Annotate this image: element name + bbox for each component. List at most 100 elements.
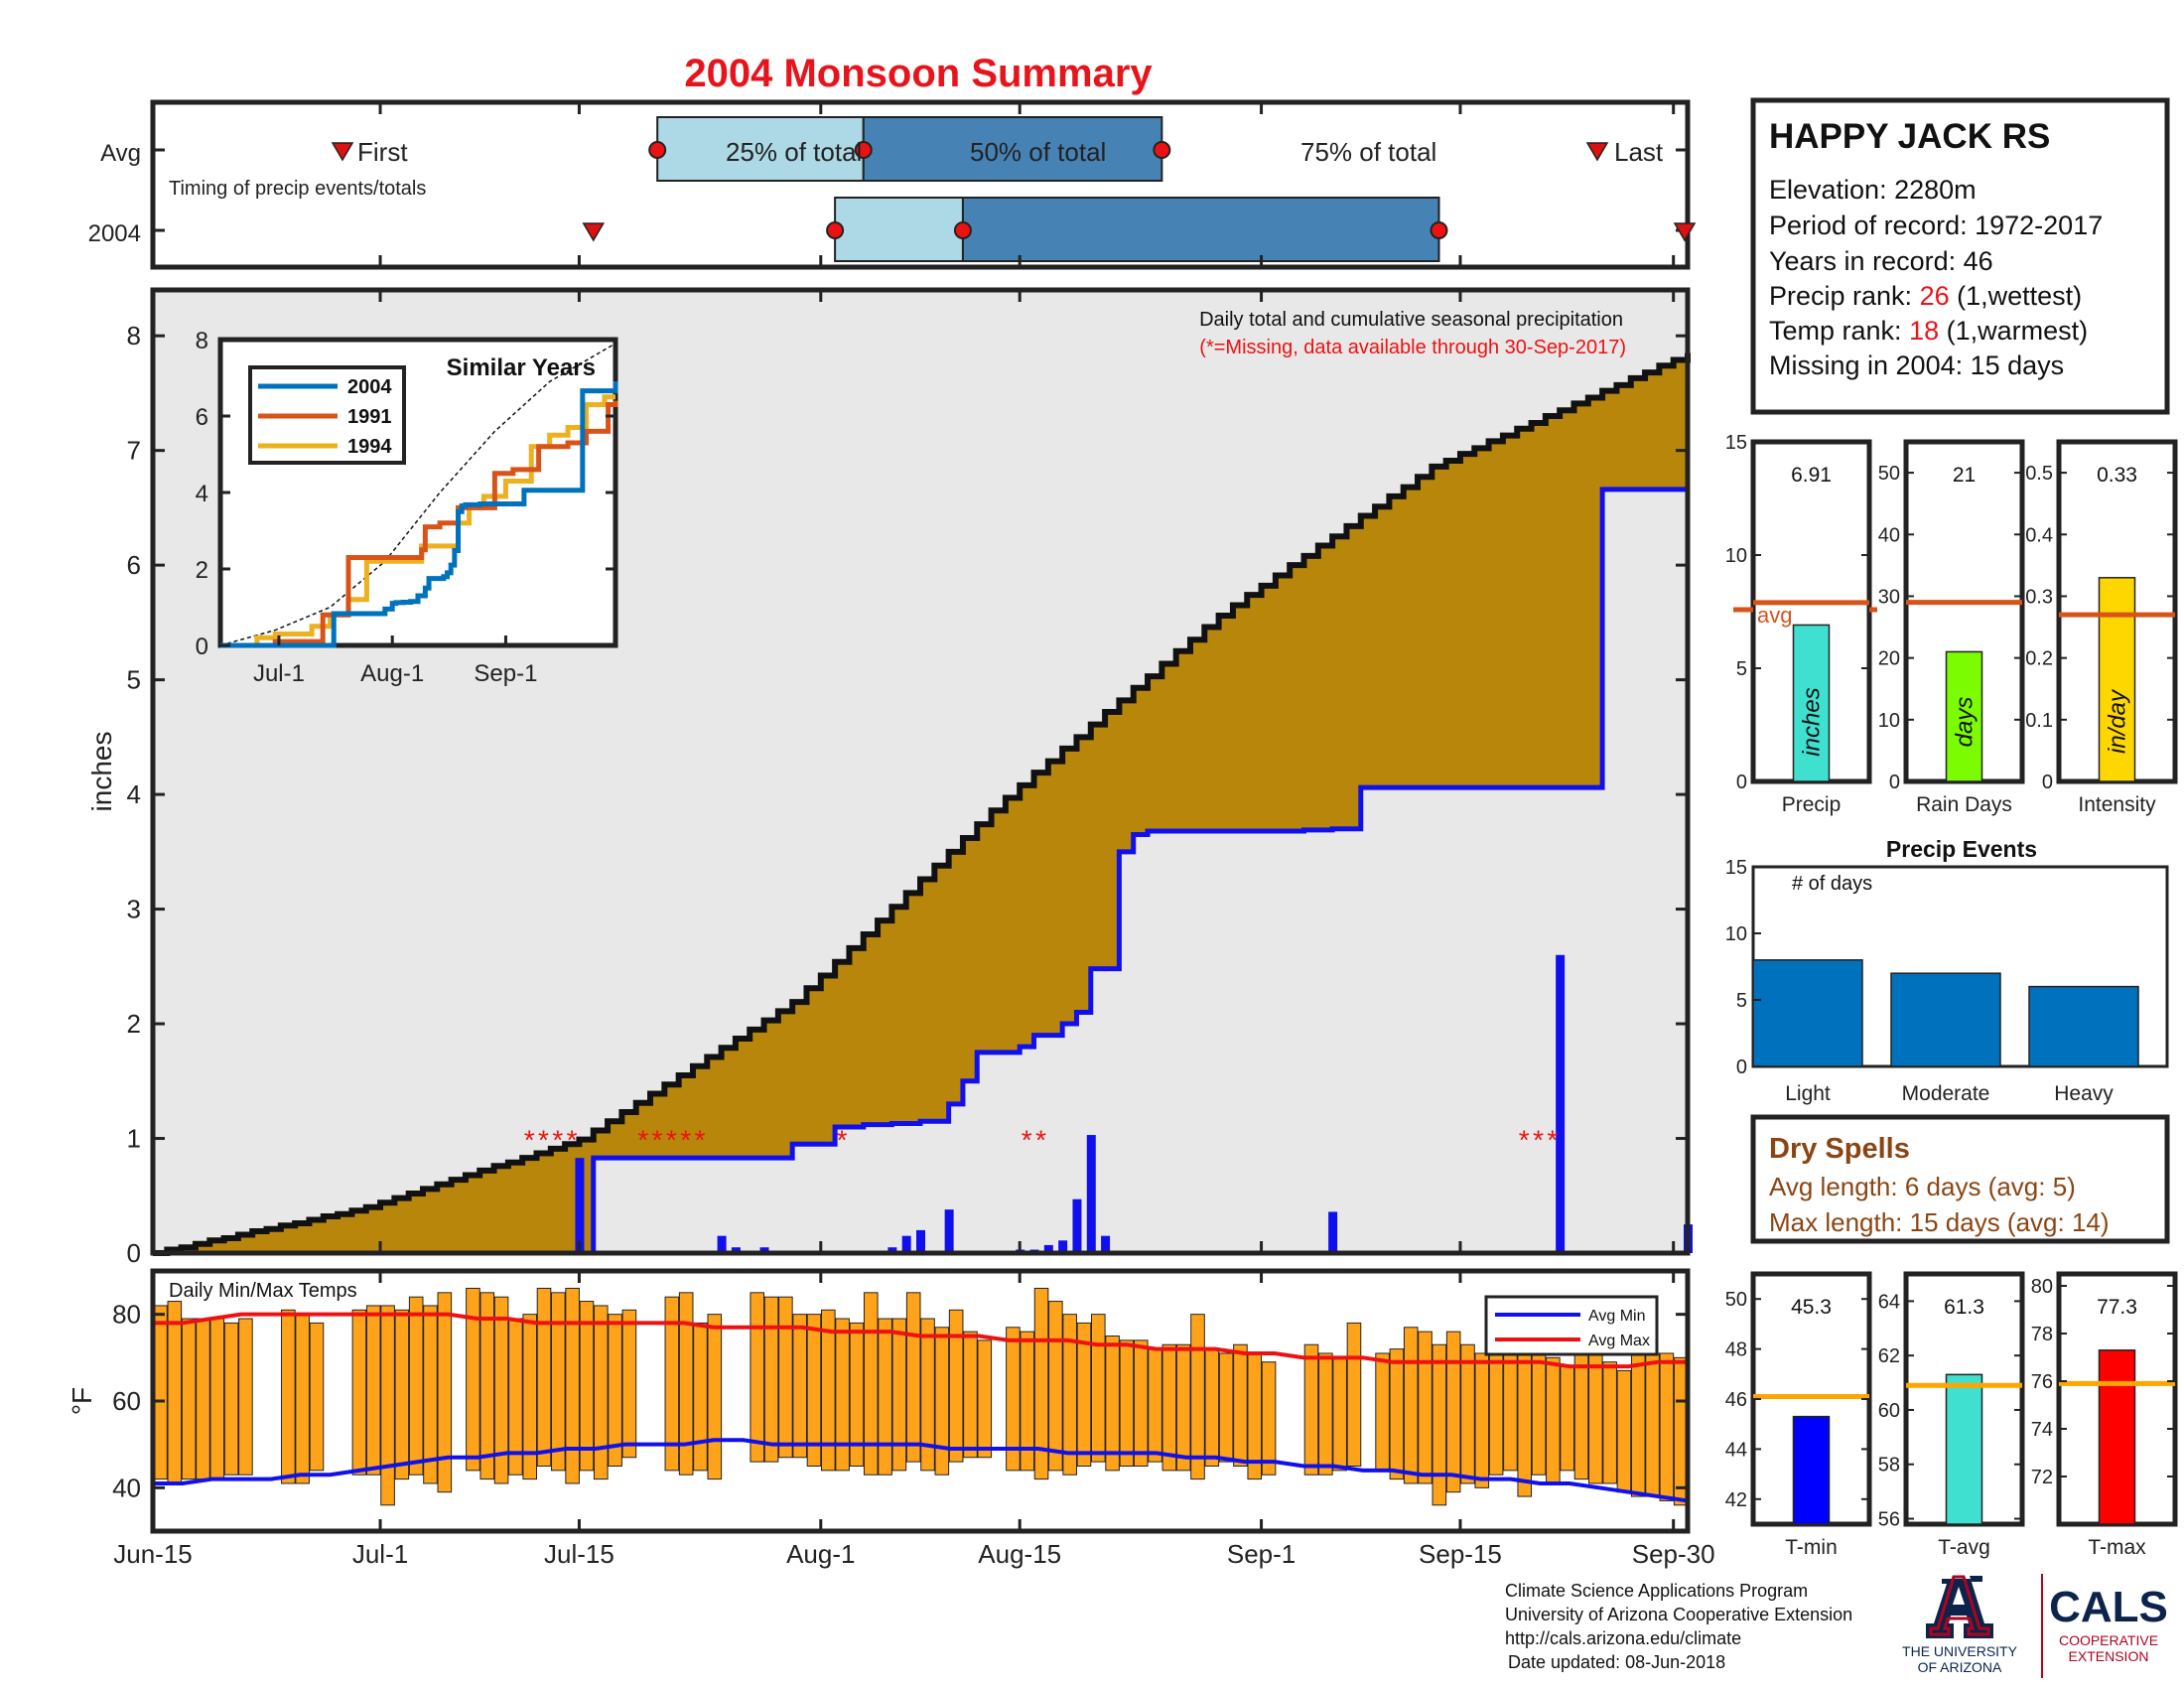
temp-panel-frame: [150, 1268, 1691, 1534]
station-period: Period of record: 1972-2017: [1769, 211, 2103, 240]
tavg-y-tick-label: 58: [1878, 1455, 1900, 1477]
daily-temp-bar: [466, 1287, 480, 1472]
inset-x-tick-label: Sep-1: [474, 660, 537, 687]
ua-block-a-icon: [1970, 1576, 1982, 1582]
missing-day-marker: *: [538, 1125, 549, 1156]
inset-y-tick-label: 4: [196, 481, 208, 507]
precip-value-label: 6.91: [1791, 464, 1832, 487]
daily-temp-bar: [1403, 1327, 1419, 1484]
daily-temp-bar: [948, 1309, 964, 1463]
daily-temp-bar: [196, 1318, 210, 1480]
events-y-tick-label: 15: [1725, 857, 1747, 879]
daily-temp-bar: [181, 1318, 197, 1480]
daily-precip-bar: [1101, 1235, 1111, 1253]
daily-temp-bar: [1261, 1361, 1277, 1476]
raindays-y-tick-label: 30: [1878, 586, 1900, 608]
footer-line-1: Climate Science Applications Program: [1505, 1581, 1808, 1601]
year-25-50-box: [834, 197, 964, 262]
daily-temp-bar: [1020, 1331, 1035, 1472]
intensity-bar: [2098, 577, 2136, 782]
inset-x-tick-label: Aug-1: [360, 660, 424, 687]
tmax-name-label: T-max: [2088, 1536, 2146, 1559]
daily-temp-bar: [551, 1292, 566, 1472]
cals-line-1: COOPERATIVE: [2059, 1632, 2158, 1648]
raindays-bar: [1945, 650, 1983, 782]
inset-y-tick-label: 8: [196, 328, 208, 354]
station-years: Years in record: 46: [1769, 246, 1993, 276]
daily-temp-bar: [707, 1314, 723, 1480]
x-tick-label: Aug-1: [786, 1539, 855, 1569]
x-tick-label: Sep-30: [1632, 1539, 1715, 1569]
daily-temp-bar: [835, 1318, 850, 1472]
timing-p50-label: 50% of total: [970, 137, 1106, 167]
year-cumulative-fill: [153, 461, 1688, 1253]
daily-temp-bar: [1616, 1369, 1632, 1493]
footer-line-2: University of Arizona Cooperative Extens…: [1505, 1605, 1852, 1624]
avg-last-triangle: [1585, 142, 1609, 162]
missing-day-marker: *: [1035, 1125, 1046, 1156]
missing-day-marker: *: [1547, 1125, 1558, 1156]
tmin-y-tick-label: 44: [1725, 1439, 1747, 1461]
timing-year-label: 2004: [88, 220, 141, 247]
daily-temp-bar: [1148, 1348, 1162, 1463]
daily-temp-bar: [281, 1309, 296, 1484]
daily-temp-bar: [1332, 1356, 1347, 1472]
daily-temp-bar: [1546, 1356, 1561, 1484]
station-missing: Missing in 2004: 15 days: [1769, 351, 2064, 380]
tavg-name-label: T-avg: [1938, 1536, 1990, 1559]
cals-logo-text: CALS: [2049, 1583, 2168, 1631]
intensity-y-tick-label: 0.2: [2025, 648, 2053, 670]
tmin-y-tick-label: 50: [1725, 1289, 1747, 1311]
daily-temp-bar: [1303, 1343, 1319, 1476]
raindays-value-label: 21: [1953, 464, 1976, 487]
daily-temp-bar: [934, 1327, 950, 1476]
dry-spells-max: Max length: 15 days (avg: 14): [1769, 1207, 2110, 1237]
missing-day-marker: *: [680, 1125, 691, 1156]
avg-min-line: [153, 1438, 1689, 1503]
raindays-y-tick-label: 20: [1878, 648, 1900, 670]
timing-p25-label: 25% of total: [726, 137, 862, 167]
main-y-tick-label: 5: [127, 665, 141, 695]
inset-legend-1991: 1991: [347, 406, 392, 428]
x-tick-label: Aug-15: [978, 1539, 1061, 1569]
timing-last-label: Last: [1614, 137, 1664, 167]
station-info-box: [1750, 97, 2170, 415]
footer-line-3: http://cals.arizona.edu/climate: [1505, 1628, 1741, 1648]
tmin-bar: [1792, 1415, 1831, 1525]
temp-legend-box: [1484, 1295, 1659, 1356]
intensity-y-tick-label: 0.4: [2025, 524, 2053, 546]
events-category-label: Heavy: [2054, 1082, 2114, 1105]
daily-temp-bar: [1090, 1314, 1106, 1463]
tmax-y-tick-label: 74: [2031, 1419, 2053, 1441]
daily-precip-bar: [916, 1229, 925, 1253]
missing-day-marker: *: [552, 1125, 563, 1156]
daily-temp-bar: [821, 1309, 836, 1472]
percentile-marker: [854, 141, 873, 159]
daily-temp-bar: [1346, 1322, 1362, 1468]
timing-p75-label: 75% of total: [1300, 137, 1436, 167]
avg-50-75-box: [862, 116, 1163, 182]
missing-day-marker: *: [637, 1125, 648, 1156]
daily-precip-bar: [575, 1158, 585, 1253]
main-axis-ticks: Jun-15 Jul-1 Jul-15 Aug-1 Aug-15 Sep-1 Sep-15 S…: [113, 102, 1715, 1569]
year-last-triangle: [1673, 222, 1697, 242]
timing-first-label: First: [357, 137, 408, 167]
tavg-y-tick-label: 62: [1878, 1345, 1900, 1367]
intensity-unit-label: in/day: [2105, 688, 2131, 754]
daily-temp-bar: [1560, 1365, 1574, 1472]
daily-temps-chart: 40 60 80: [112, 1287, 1689, 1506]
events-category-label: Light: [1785, 1082, 1831, 1105]
precip-events-chart: Light Moderate Heavy 0 5 10 15: [1725, 857, 2169, 1105]
inset-y-tick-label: 2: [196, 557, 208, 584]
timing-markers: [153, 116, 1697, 262]
tmax-value-label: 77.3: [2097, 1296, 2137, 1319]
daily-precip-bar: [731, 1247, 741, 1253]
tmax-y-tick-label: 78: [2031, 1324, 2053, 1345]
daily-temp-bar: [664, 1296, 680, 1472]
missing-day-marker: *: [567, 1125, 578, 1156]
figure-title: 2004 Monsoon Summary: [684, 52, 1153, 95]
daily-temp-bar: [593, 1305, 609, 1480]
raindays-y-tick-label: 0: [1889, 772, 1900, 793]
precip-bar: [1792, 624, 1831, 782]
temp-ylabel: °F: [67, 1387, 97, 1415]
